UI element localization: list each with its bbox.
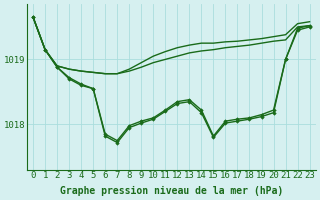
X-axis label: Graphe pression niveau de la mer (hPa): Graphe pression niveau de la mer (hPa) (60, 186, 283, 196)
